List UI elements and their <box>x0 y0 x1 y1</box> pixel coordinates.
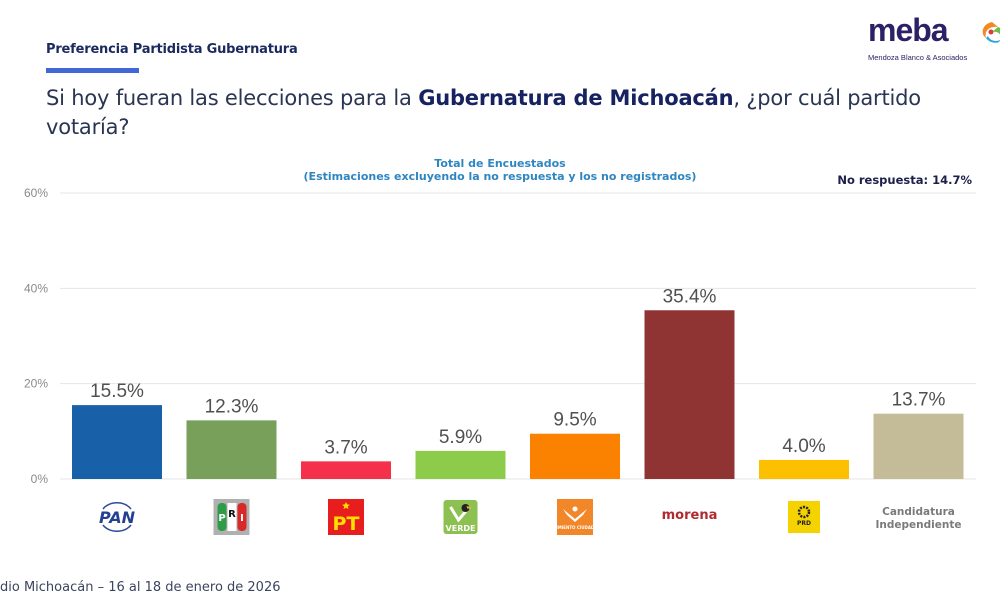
question-pre: Si hoy fueran las elecciones para la <box>46 86 419 110</box>
morena-text: morena <box>662 508 718 523</box>
data-label: 35.4% <box>663 286 717 307</box>
data-label: 3.7% <box>324 437 367 458</box>
logo-swirl-icon <box>982 22 1000 43</box>
data-label: 15.5% <box>90 381 144 402</box>
pan-arc-bottom <box>102 524 132 532</box>
bar-prd <box>759 459 849 479</box>
prd-text: PRD <box>797 520 811 527</box>
data-label: 12.3% <box>205 396 259 417</box>
y-axis-ticks: 0% 20% 40% 60% <box>24 186 48 486</box>
independiente-label-line: Independiente <box>876 519 962 531</box>
data-label: 9.5% <box>553 410 596 431</box>
mc-text: MOVIMIENTO CIUDADANO <box>546 525 605 530</box>
pri-white <box>227 503 237 531</box>
verde-text: VERDE <box>446 524 476 533</box>
data-label: 4.0% <box>782 436 825 457</box>
y-tick-label: 20% <box>24 377 48 391</box>
verde-toucan <box>461 504 470 512</box>
chart-title: Total de Encuestados (Estimaciones exclu… <box>300 157 700 183</box>
pan-logo-icon: PAN <box>99 502 136 532</box>
prd-logo-icon: PRD <box>788 501 820 533</box>
mc-logo-icon: MOVIMIENTO CIUDADANO <box>546 499 605 535</box>
pt-logo-icon: PT <box>328 499 364 535</box>
pri-letter-p: P <box>218 513 225 524</box>
meba-logo: meba Mendoza Blanco & Asociados <box>866 12 1000 66</box>
chart-title-line1: Total de Encuestados <box>434 157 566 170</box>
bars <box>72 310 964 479</box>
pri-letter-i: I <box>240 513 244 524</box>
pri-red <box>237 503 247 531</box>
logo-subtitle: Mendoza Blanco & Asociados <box>868 53 968 62</box>
mc-head <box>572 506 578 512</box>
section-underline <box>46 68 139 73</box>
category-icons: PAN P R I PT VERDE MOVIMIENTO CIUDADANO morena P… <box>99 499 962 535</box>
independiente-label-line: Candidatura <box>882 506 955 518</box>
bar-verde <box>415 450 506 479</box>
data-labels: 15.5% 12.3% 3.7% 5.9% 9.5% 35.4% 4.0% 13.7% <box>90 286 945 458</box>
pan-text: PAN <box>99 508 136 527</box>
bar-pri <box>186 420 277 479</box>
verde-beak <box>466 506 472 509</box>
footer-source: dio Michoacán – 16 al 18 de enero de 202… <box>0 580 281 595</box>
bar-pt <box>301 461 391 479</box>
verde-logo-icon: VERDE <box>443 500 478 534</box>
question-post: , ¿por cuál partido votaría? <box>46 86 921 139</box>
bar-pan <box>72 405 162 479</box>
chart-title-line2: (Estimaciones excluyendo la no respuesta… <box>303 170 697 183</box>
bar-morena <box>644 310 735 479</box>
y-tick-label: 60% <box>24 186 48 200</box>
bar-mc <box>530 433 620 479</box>
mc-eagle <box>563 509 587 522</box>
pt-star <box>342 502 350 510</box>
morena-wordmark-icon: morena <box>662 508 718 523</box>
question-bold: Gubernatura de Michoacán <box>418 86 734 110</box>
pan-arc-top <box>102 502 132 510</box>
question-title: Si hoy fueran las elecciones para la Gub… <box>46 84 946 142</box>
no-response-annotation: No respuesta: 14.7% <box>837 173 972 187</box>
pri-green <box>217 503 227 531</box>
pt-text: PT <box>333 513 360 535</box>
mc-bg <box>557 499 593 535</box>
prd-sun <box>797 505 811 519</box>
data-label: 13.7% <box>892 390 946 411</box>
y-tick-label: 40% <box>24 281 48 295</box>
bar-text <box>873 413 964 479</box>
pri-letter-r: R <box>228 509 236 520</box>
data-label: 5.9% <box>439 427 482 448</box>
section-label: Preferencia Partidista Gubernatura <box>46 42 298 57</box>
logo-word: meba <box>868 12 949 48</box>
y-tick-label: 0% <box>31 472 49 486</box>
